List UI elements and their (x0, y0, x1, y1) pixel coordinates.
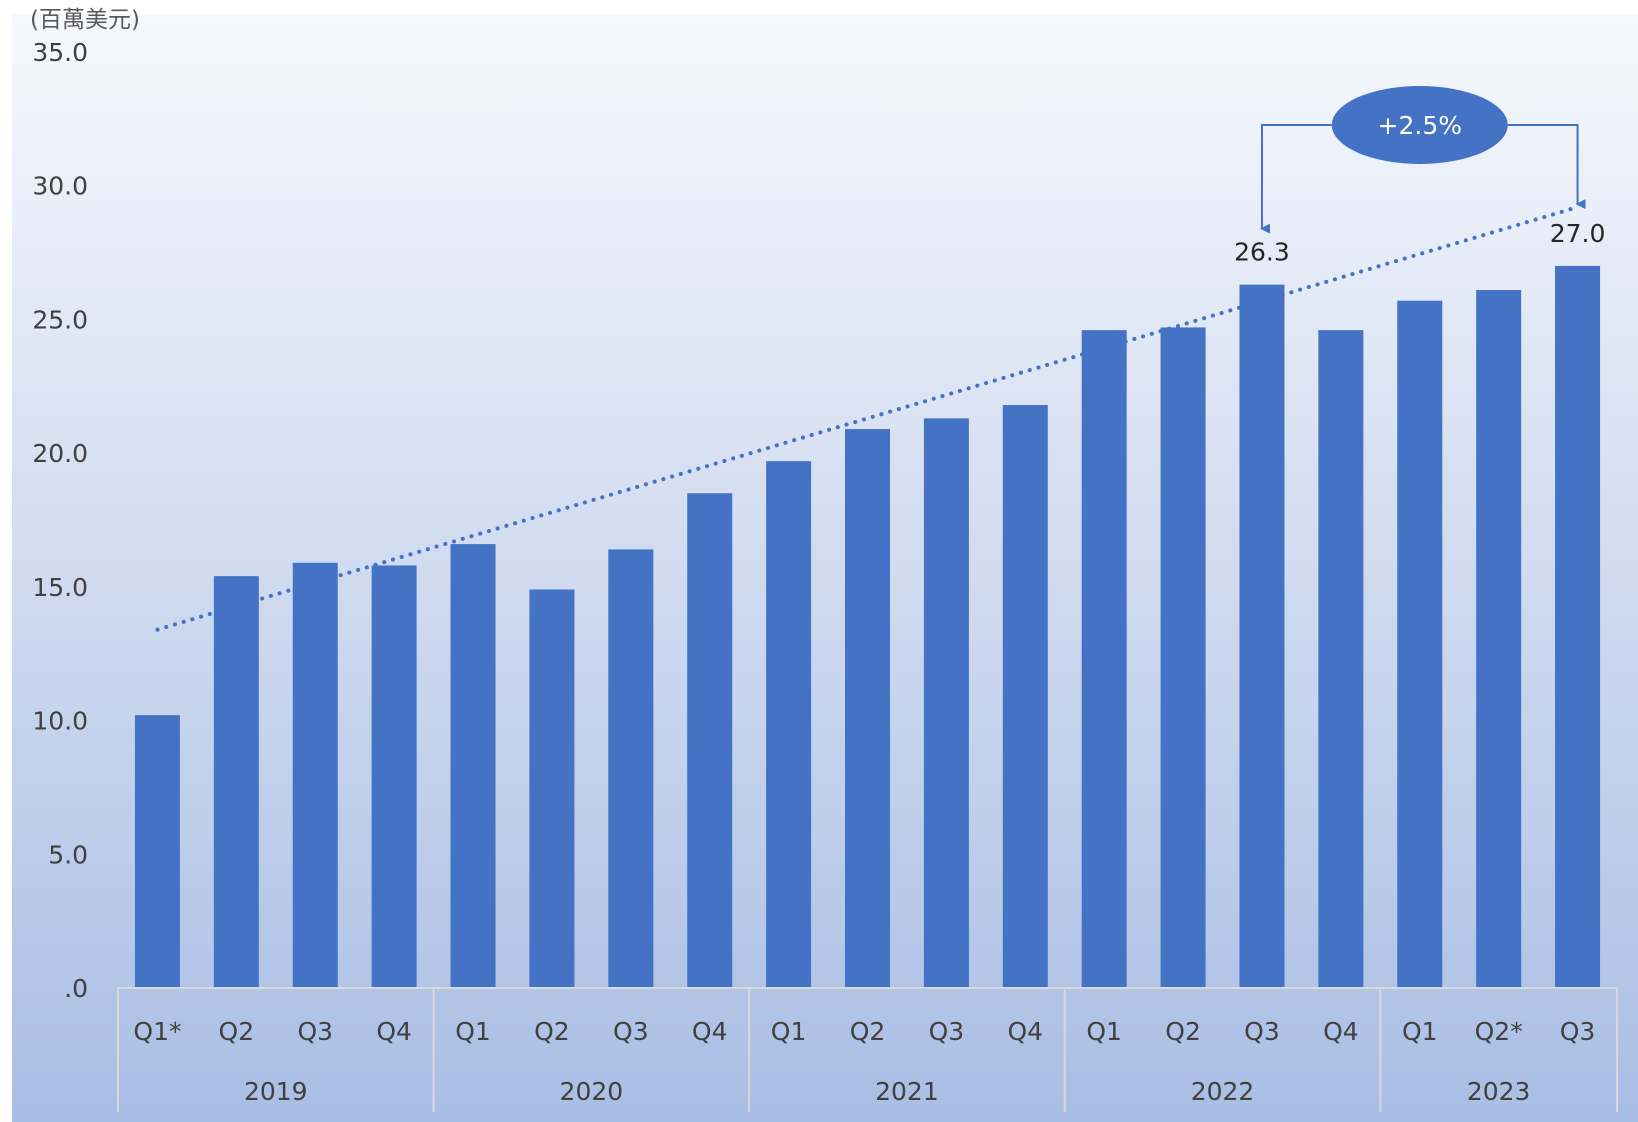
annotation-arrow-left (1259, 124, 1332, 234)
bar (371, 565, 417, 988)
y-axis-ticks: .0 5.0 10.0 15.0 20.0 25.0 30.0 35.0 (32, 38, 88, 1003)
trendline (155, 205, 1580, 632)
x-tick-label: Q1 (1402, 1017, 1438, 1046)
year-label: 2021 (875, 1077, 939, 1106)
year-label: 2020 (560, 1077, 624, 1106)
y-tick-label: 10.0 (32, 707, 88, 736)
x-tick-label: Q4 (1323, 1017, 1359, 1046)
x-tick-label: Q1* (133, 1017, 181, 1046)
x-tick-label: Q1 (455, 1017, 491, 1046)
year-label: 2022 (1191, 1077, 1255, 1106)
y-tick-label: 15.0 (32, 573, 88, 602)
bar (529, 589, 575, 988)
year-label: 2019 (244, 1077, 308, 1106)
x-tick-label: Q3 (1244, 1017, 1280, 1046)
category-axis: Q1* Q2 Q3 Q4 Q1 Q2 Q3 Q4 Q1 Q2 Q3 Q4 Q1 Q2 Q3 Q4 Q1 Q2* Q3… (117, 987, 1618, 1112)
growth-badge-text: +2.5% (1378, 111, 1462, 140)
bar (1476, 290, 1522, 988)
x-tick-label: Q4 (1007, 1017, 1043, 1046)
bar (1555, 265, 1601, 988)
bar (1239, 284, 1285, 989)
bar (213, 576, 259, 988)
x-tick-label: Q4 (376, 1017, 412, 1046)
unit-label: (百萬美元) (30, 7, 140, 33)
year-label: 2023 (1467, 1077, 1531, 1106)
x-tick-label: Q2 (534, 1017, 570, 1046)
data-label: 27.0 (1550, 219, 1606, 248)
y-tick-label: 5.0 (48, 840, 88, 869)
y-tick-label: 30.0 (32, 172, 88, 201)
bar (134, 715, 180, 988)
x-tick-label: Q1 (1086, 1017, 1122, 1046)
x-tick-label: Q2 (850, 1017, 886, 1046)
x-tick-label: Q3 (297, 1017, 333, 1046)
bar (1318, 330, 1364, 988)
bar (766, 461, 812, 988)
y-tick-label: .0 (64, 974, 88, 1003)
y-tick-label: 20.0 (32, 439, 88, 468)
bar (1081, 330, 1127, 988)
x-tick-label: Q3 (929, 1017, 965, 1046)
growth-annotation: +2.5% (1259, 86, 1586, 234)
bar (450, 544, 496, 988)
y-tick-label: 25.0 (32, 305, 88, 334)
growth-badge (1331, 86, 1508, 164)
bar (923, 418, 969, 988)
x-tick-label: Q2 (219, 1017, 255, 1046)
y-tick-label: 35.0 (32, 38, 88, 67)
bar (687, 493, 733, 988)
x-tick-label: Q4 (692, 1017, 728, 1046)
data-label: 26.3 (1234, 238, 1290, 267)
x-tick-label: Q2 (1165, 1017, 1201, 1046)
data-labels: 26.3 27.0 (1234, 219, 1605, 267)
bar (1160, 327, 1206, 988)
plot-background (12, 14, 1638, 1122)
x-tick-label: Q1 (771, 1017, 807, 1046)
x-tick-label: Q3 (613, 1017, 649, 1046)
trendline-layer (155, 205, 1580, 632)
bar (608, 549, 654, 988)
annotation-arrow-right (1507, 124, 1586, 210)
bar (1397, 300, 1443, 988)
bar (292, 562, 338, 988)
bars (134, 265, 1601, 989)
bar (1002, 405, 1048, 988)
x-tick-label: Q2* (1475, 1017, 1523, 1046)
x-tick-label: Q3 (1560, 1017, 1596, 1046)
bar (845, 429, 890, 988)
